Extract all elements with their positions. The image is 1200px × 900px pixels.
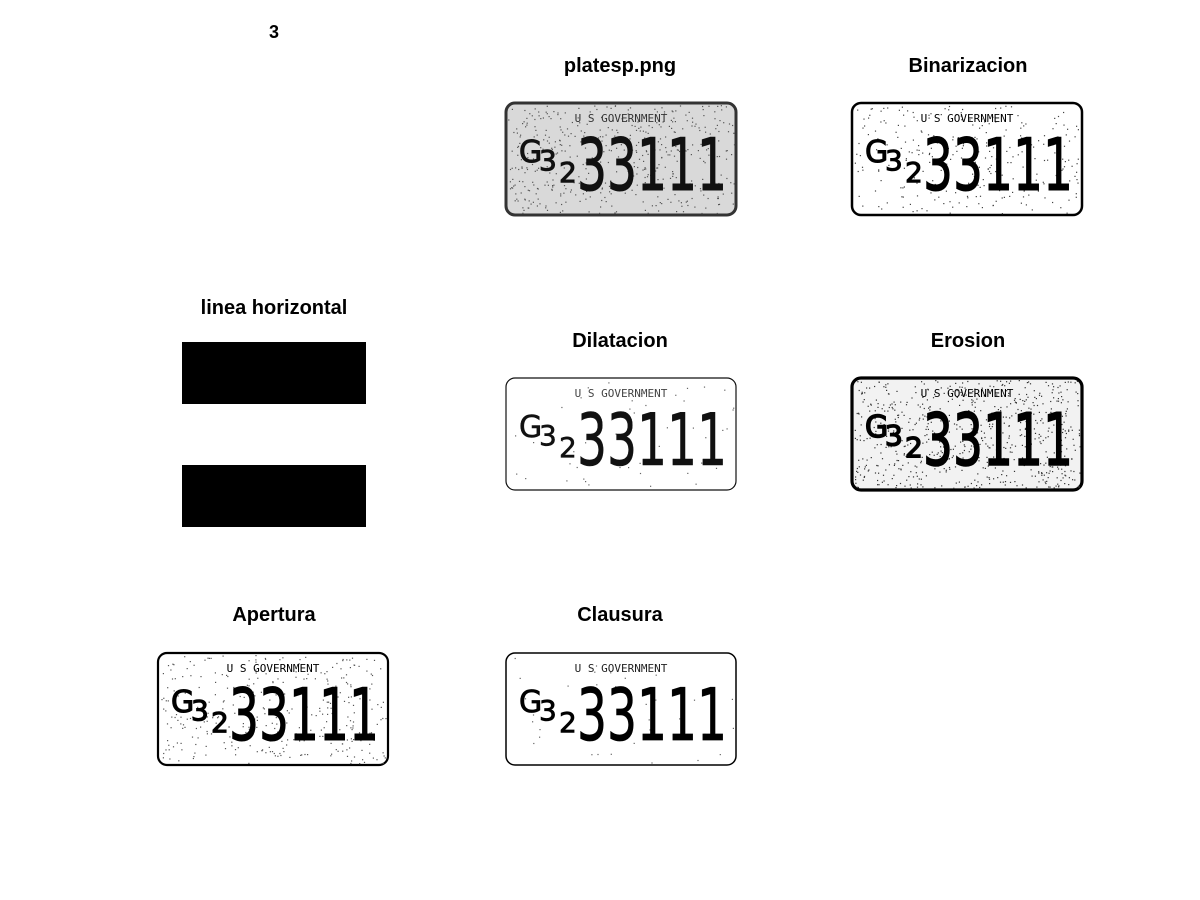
plate-graphic: U S GOVERNMENT G3 2 33111 <box>156 651 390 767</box>
plate-image-apertura: U S GOVERNMENT G 3 2 33111 <box>155 650 391 768</box>
plate-graphic: U S GOVERNMENT G3 2 33111 <box>504 101 738 217</box>
title-erosion: Erosion <box>930 330 1006 352</box>
svg-text:33111: 33111 <box>229 673 379 757</box>
title-dilatacion: Dilatacion <box>572 330 668 352</box>
title-linea: linea horizontal <box>200 297 348 319</box>
svg-text:2: 2 <box>211 706 229 739</box>
svg-text:2: 2 <box>559 156 577 189</box>
svg-text:U S GOVERNMENT: U S GOVERNMENT <box>575 662 668 675</box>
svg-text:2: 2 <box>905 156 923 189</box>
svg-text:33111: 33111 <box>923 398 1073 482</box>
svg-text:3: 3 <box>539 694 557 727</box>
plate-graphic: U S GOVERNMENT G3 2 33111 <box>505 377 737 491</box>
svg-text:3: 3 <box>885 144 903 177</box>
svg-text:U S GOVERNMENT: U S GOVERNMENT <box>921 112 1014 125</box>
title-original: platesp.png <box>563 55 677 77</box>
svg-text:G: G <box>519 685 542 720</box>
svg-text:33111: 33111 <box>577 398 727 482</box>
svg-text:33111: 33111 <box>577 123 727 207</box>
svg-text:3: 3 <box>191 694 209 727</box>
structuring-element-top-block <box>182 342 366 404</box>
svg-text:2: 2 <box>559 706 577 739</box>
structuring-element-bottom-block <box>182 465 366 527</box>
svg-text:U S GOVERNMENT: U S GOVERNMENT <box>575 112 668 125</box>
svg-text:33111: 33111 <box>923 123 1073 207</box>
svg-text:G: G <box>171 685 194 720</box>
plate-image-binarizacion: U S GOVERNMENT G 3 2 33111 <box>849 100 1085 218</box>
plate-image-original: U S GOVERNMENT G 3 2 33111 <box>503 100 739 218</box>
svg-text:G: G <box>519 410 542 445</box>
svg-text:U S GOVERNMENT: U S GOVERNMENT <box>227 662 320 675</box>
title-apertura: Apertura <box>232 604 316 626</box>
title-clausura: Clausura <box>577 604 663 626</box>
svg-text:G: G <box>865 135 888 170</box>
plate-graphic: U S GOVERNMENT G3 2 33111 <box>850 101 1084 217</box>
plate-graphic: U S GOVERNMENT G3 2 33111 <box>505 652 737 766</box>
svg-text:2: 2 <box>559 431 577 464</box>
plate-graphic: U S GOVERNMENT G3 2 33111 <box>850 376 1084 492</box>
svg-text:2: 2 <box>905 431 923 464</box>
plate-image-dilatacion: U S GOVERNMENT G 3 2 33111 <box>503 375 739 493</box>
svg-text:3: 3 <box>885 419 903 452</box>
svg-text:3: 3 <box>539 419 557 452</box>
svg-text:U S GOVERNMENT: U S GOVERNMENT <box>921 387 1014 400</box>
title-binarizacion: Binarizacion <box>908 55 1028 77</box>
svg-text:33111: 33111 <box>577 673 727 757</box>
svg-text:3: 3 <box>539 144 557 177</box>
svg-text:G: G <box>519 135 542 170</box>
plate-image-erosion: U S GOVERNMENT G 3 2 33111 <box>849 375 1085 493</box>
figure-number: 3 <box>268 22 279 42</box>
plate-image-clausura: U S GOVERNMENT G 3 2 33111 <box>503 650 739 768</box>
svg-text:G: G <box>865 410 888 445</box>
svg-text:U S GOVERNMENT: U S GOVERNMENT <box>575 387 668 400</box>
